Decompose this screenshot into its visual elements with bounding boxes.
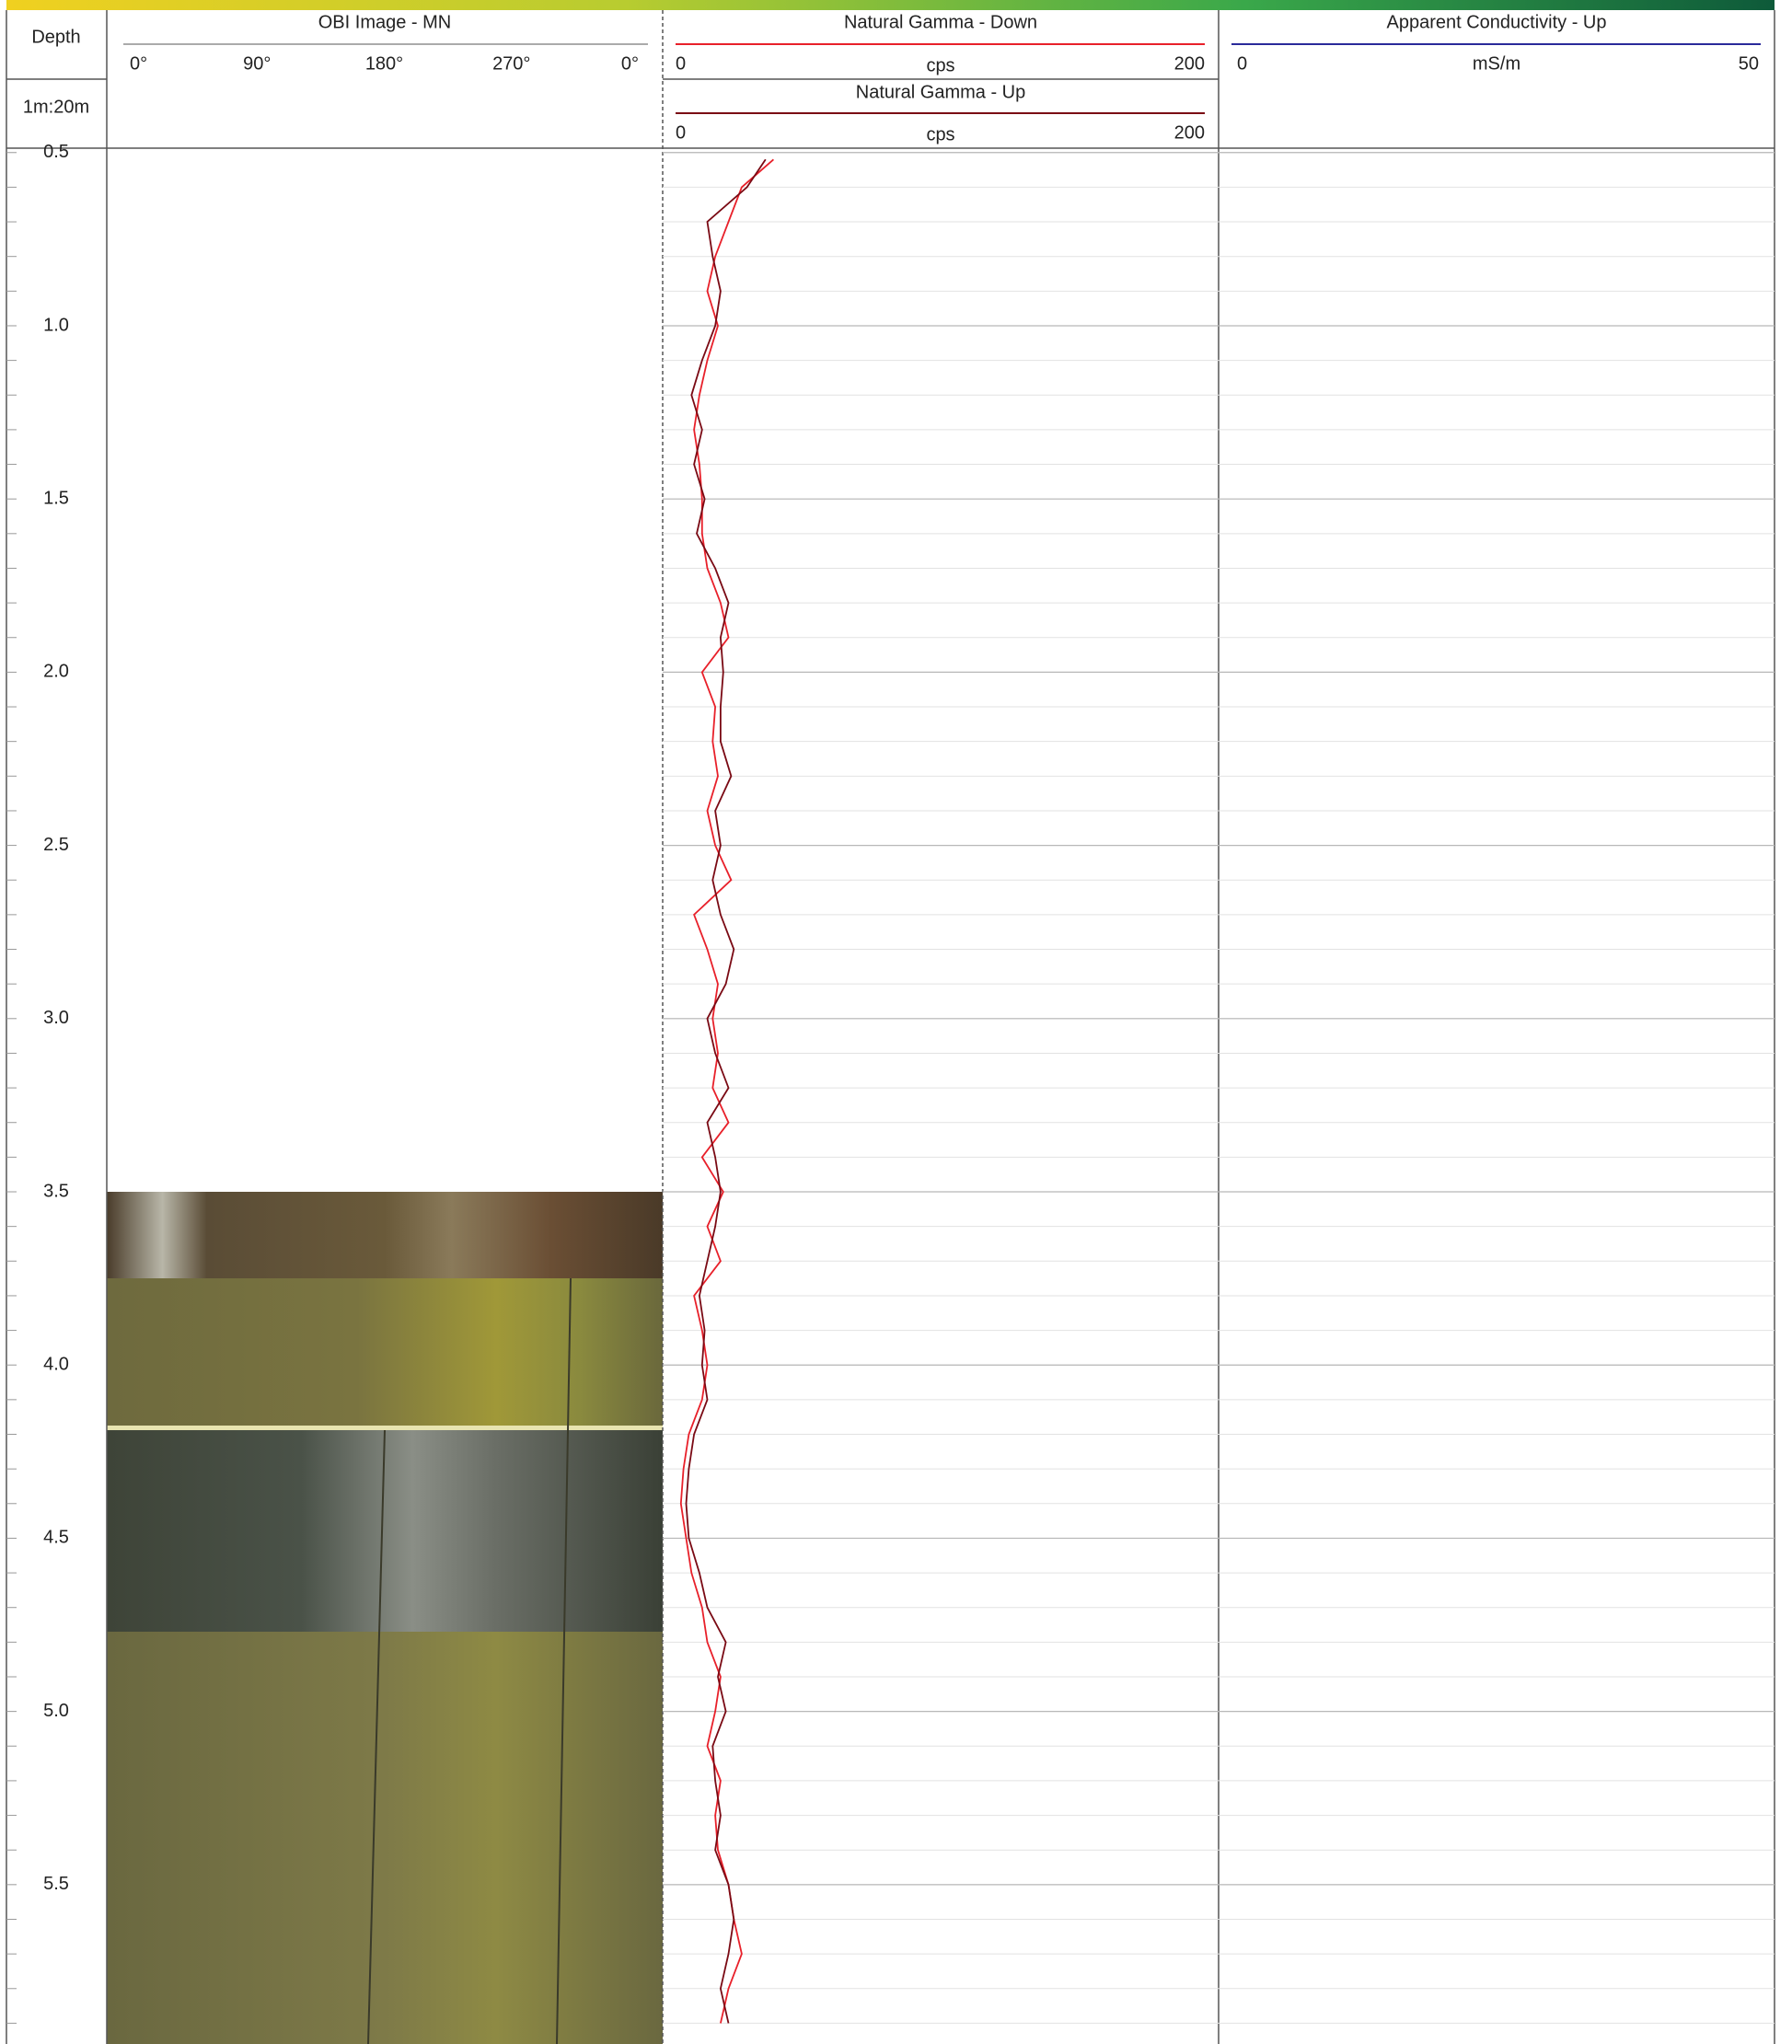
- obi-tick-label: 0°: [130, 53, 147, 74]
- obi-tick-label: 180°: [365, 53, 403, 74]
- x-scale-min: 0: [1237, 53, 1247, 74]
- depth-title: Depth: [31, 27, 80, 47]
- x-unit: cps: [926, 55, 954, 75]
- y-tick-label: 2.0: [43, 662, 69, 682]
- obi-image: [107, 1192, 663, 2044]
- x-scale-min: 0: [676, 53, 686, 74]
- obi-title: OBI Image - MN: [318, 12, 451, 32]
- x-scale-max: 200: [1174, 122, 1205, 143]
- x-scale-max: 200: [1174, 53, 1205, 74]
- well-log: Depth 1m:20m OBI Image - MN 0° 90° 180° 270…: [0, 0, 1792, 2044]
- track-title: Apparent Conductivity - Up: [1386, 12, 1606, 32]
- obi-tick-label: 90°: [243, 53, 271, 74]
- obi-ticks: 0° 90° 180° 270° 0°: [130, 53, 639, 74]
- y-tick-label: 5.0: [43, 1701, 69, 1721]
- y-tick-label: 1.5: [43, 488, 69, 508]
- x-unit: cps: [926, 124, 954, 144]
- y-tick-label: 4.0: [43, 1355, 69, 1375]
- obi-tick-label: 0°: [621, 53, 639, 74]
- track-title: Natural Gamma - Up: [856, 82, 1026, 102]
- y-tick-label: 0.5: [43, 142, 69, 162]
- scale: 1m:20m: [23, 97, 89, 117]
- y-tick-label: 1.0: [43, 315, 69, 335]
- y-tick-label: 2.5: [43, 835, 69, 855]
- x-unit: mS/m: [1473, 53, 1520, 74]
- obi-tick-label: 270°: [492, 53, 530, 74]
- y-tick-label: 3.5: [43, 1181, 69, 1201]
- y-tick-label: 5.5: [43, 1874, 69, 1894]
- y-tick-label: 3.0: [43, 1008, 69, 1028]
- header-bar: [6, 0, 1775, 10]
- gamma-curve: [687, 159, 766, 2023]
- y-tick-label: 4.5: [43, 1528, 69, 1548]
- x-scale-max: 50: [1739, 53, 1759, 74]
- x-scale-min: 0: [676, 122, 686, 143]
- track-title: Natural Gamma - Down: [844, 12, 1037, 32]
